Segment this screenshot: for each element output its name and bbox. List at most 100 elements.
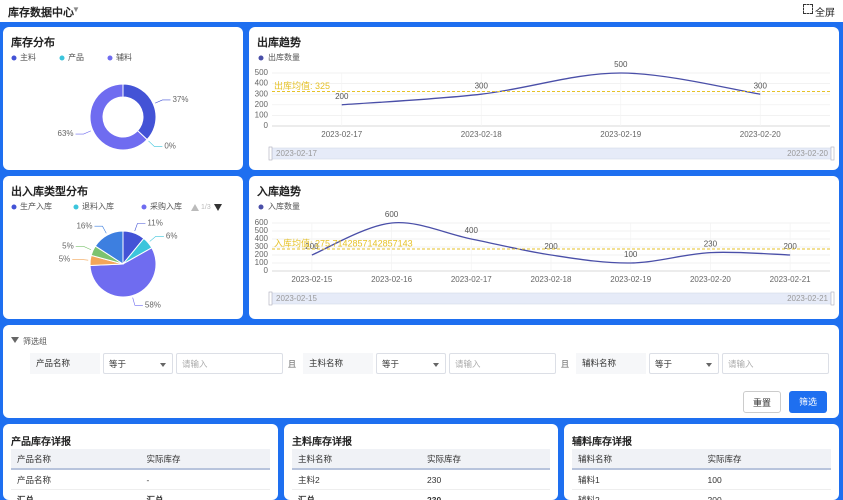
title-caret[interactable]: ▼: [72, 5, 80, 14]
data-label: 11%: [147, 219, 162, 228]
zoom-handle: [830, 146, 835, 161]
legend-label: 入库数量: [268, 201, 300, 211]
operator-select[interactable]: 等于: [376, 353, 446, 374]
slice: [89, 247, 157, 298]
operator-select[interactable]: 等于: [649, 353, 719, 374]
y-tick-label: 200: [255, 250, 269, 259]
y-tick-label: 400: [255, 234, 269, 243]
cell: 汇总: [292, 489, 421, 500]
data-label: 37%: [172, 95, 188, 104]
cell: 汇总: [11, 489, 141, 500]
zoom-start: 2023-02-15: [276, 294, 317, 303]
joiner: 且: [560, 358, 570, 369]
chart-title: 出入库类型分布: [11, 184, 88, 198]
data-label: 200: [305, 242, 319, 251]
legend-label: 出库数量: [268, 52, 300, 62]
header-cell: 实际库存: [701, 449, 831, 470]
table-row: 汇总 230: [292, 489, 550, 500]
fullscreen-icon[interactable]: [803, 4, 813, 14]
label-line: [155, 99, 171, 104]
data-label: 5%: [62, 242, 74, 251]
header-cell: 实际库存: [421, 449, 550, 470]
label-line: [94, 225, 107, 234]
filter-group: 辅料名称 等于 请输入: [576, 353, 839, 374]
table-title: 辅料库存详报: [572, 437, 632, 448]
fullscreen-button[interactable]: 全屏: [815, 8, 835, 19]
chart-title: 入库趋势: [257, 184, 301, 198]
table-row: 主料2 230: [292, 469, 550, 490]
legend-dot: [141, 204, 147, 210]
x-tick-label: 2023-02-18: [461, 130, 502, 139]
x-tick-label: 2023-02-19: [610, 275, 651, 284]
table: 辅料名称 实际库存 辅料1 100 辅料2 200: [572, 449, 831, 500]
x-tick-label: 2023-02-20: [740, 130, 781, 139]
legend-prev: [191, 204, 199, 211]
cell: 主料2: [292, 469, 421, 490]
header-cell: 实际库存: [140, 449, 270, 470]
header-cell: 产品名称: [11, 449, 141, 470]
value-input[interactable]: 请输入: [449, 353, 556, 374]
y-tick-label: 200: [255, 100, 269, 109]
data-label: 63%: [58, 129, 74, 138]
filter-row: 产品名称 等于 请输入且主料名称 等于 请输入且辅料名称 等于 请输入: [30, 353, 839, 374]
chart-panel: 出入库类型分布 生产入库 退料入库 采购入库 1/3 11% 6% 58% 5% 5% 16%: [3, 176, 243, 319]
zoom-end: 2023-02-21: [787, 294, 828, 303]
y-tick-label: 0: [264, 121, 269, 130]
y-tick-label: 400: [255, 79, 269, 88]
data-label: 300: [475, 81, 489, 90]
legend-dot: [11, 55, 17, 61]
y-tick-label: 600: [255, 218, 269, 227]
x-tick-label: 2023-02-20: [690, 275, 731, 284]
legend-label: 辅料: [116, 52, 132, 62]
table: 产品名称 实际库存 产品名称 - 汇总 汇总: [11, 449, 270, 500]
legend-dot: [59, 55, 65, 61]
x-tick-label: 2023-02-17: [451, 275, 492, 284]
joiner: 且: [287, 358, 297, 369]
header-cell: 辅料名称: [572, 449, 702, 470]
y-tick-label: 500: [255, 226, 269, 235]
x-tick-label: 2023-02-16: [371, 275, 412, 284]
legend-page: 1/3: [201, 204, 211, 211]
line: [311, 222, 791, 264]
value-input[interactable]: 请输入: [176, 353, 283, 374]
slice: [89, 83, 148, 151]
label-line: [148, 140, 163, 147]
table-row: 汇总 汇总: [11, 489, 270, 500]
operator-select[interactable]: 等于: [103, 353, 173, 374]
table-row: 辅料2 200: [572, 489, 831, 500]
x-tick-label: 2023-02-21: [770, 275, 811, 284]
data-label: 0%: [164, 142, 176, 151]
x-tick-label: 2023-02-15: [291, 275, 332, 284]
cell: 200: [701, 489, 831, 500]
mean-label: 入库均值: 275.7142857142857143: [274, 237, 413, 248]
button[interactable]: 筛选: [789, 391, 827, 413]
table-panel: 产品库存详报 产品名称 实际库存 产品名称 - 汇总 汇总: [3, 424, 278, 500]
data-label: 100: [624, 250, 638, 259]
label-line: [134, 223, 146, 232]
cell: 产品名称: [11, 469, 141, 490]
filter-group: 产品名称 等于 请输入且: [30, 353, 303, 374]
zoom-handle: [268, 291, 273, 306]
line: [341, 72, 761, 106]
table-title: 产品库存详报: [11, 437, 71, 448]
cell: 230: [421, 489, 550, 500]
zoom-end: 2023-02-20: [787, 149, 828, 158]
y-tick-label: 300: [255, 89, 269, 98]
data-label: 230: [704, 240, 718, 249]
cell: -: [140, 469, 270, 490]
chart-panel: 出库趋势 0 100 200 300 400 500 2023-02-17 2023-02-18…: [249, 27, 839, 170]
value-input[interactable]: 请输入: [722, 353, 829, 374]
cell: 汇总: [140, 489, 270, 500]
button[interactable]: 重置: [743, 391, 781, 413]
zoom-handle: [268, 146, 273, 161]
data-label: 500: [614, 60, 628, 69]
header-row: 产品名称 实际库存: [11, 449, 270, 470]
legend-label: 产品: [68, 52, 84, 62]
label-line: [132, 297, 143, 306]
legend-dot: [73, 204, 79, 210]
x-tick-label: 2023-02-17: [321, 130, 362, 139]
